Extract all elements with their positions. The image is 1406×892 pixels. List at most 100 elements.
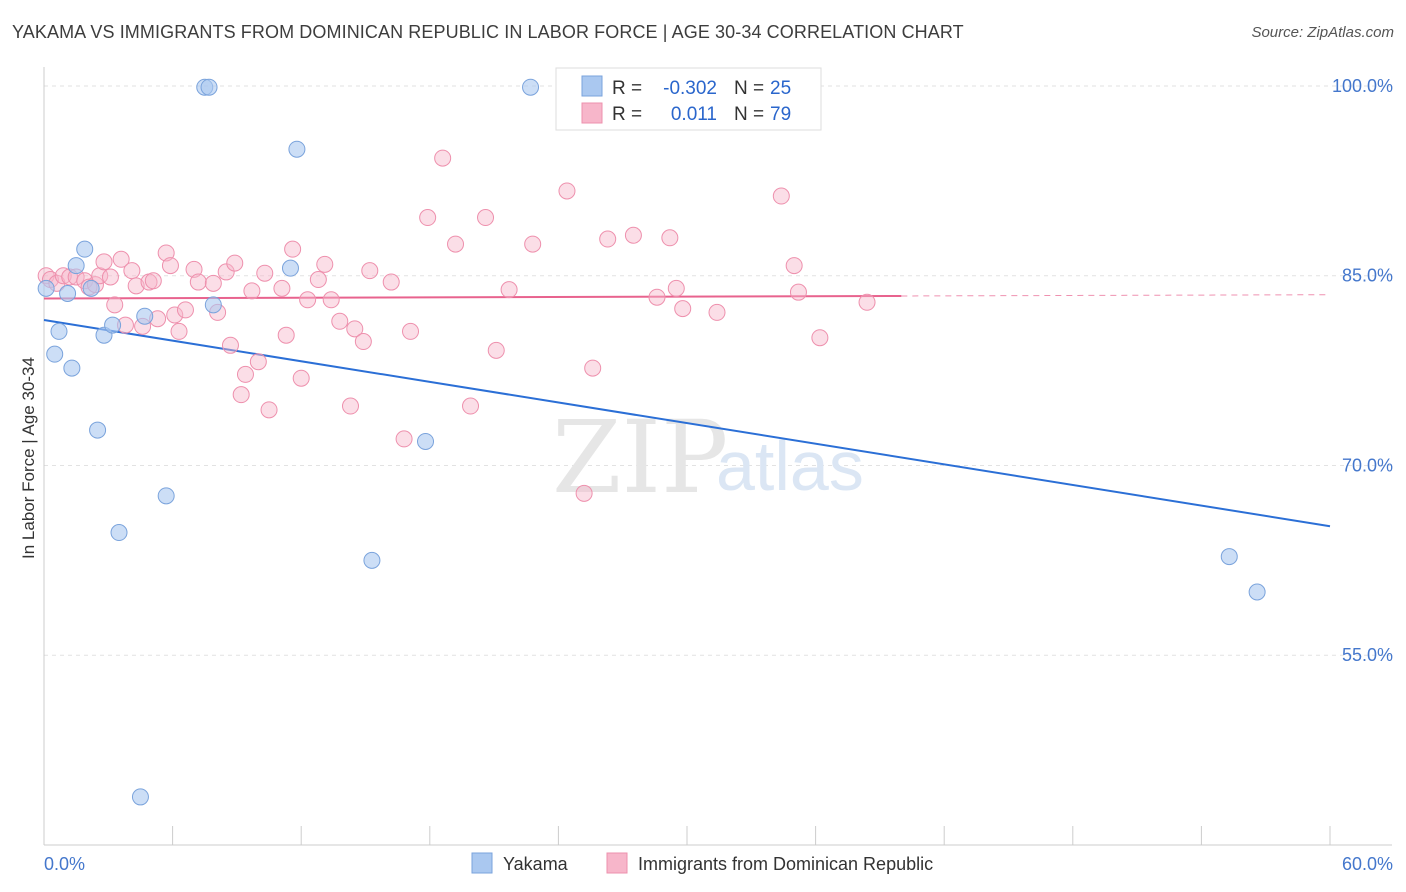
point-dominican [157,244,175,262]
point-yakama [136,307,154,325]
point-dominican [599,230,617,248]
point-dominican [462,397,480,415]
point-dominican [524,235,542,253]
point-dominican [249,353,267,371]
point-dominican [217,263,235,281]
point-yakama [1248,583,1266,601]
trend-line-dominican-extension [901,294,1331,297]
y-axis-label: In Labor Force | Age 30-34 [19,357,38,559]
point-dominican [354,333,372,351]
point-dominican [284,240,302,258]
point-dominican [189,273,207,291]
point-dominican [667,279,685,297]
point-yakama [204,296,222,314]
point-yakama [288,140,306,158]
point-dominican [661,229,679,247]
point-dominican [648,288,666,306]
point-dominican [419,209,437,227]
stats-swatch-yakama [581,75,603,97]
point-dominican [858,293,876,311]
point-yakama [363,551,381,569]
point-dominican [316,255,334,273]
stats-r-label-yakama: R = [612,78,642,99]
point-dominican [382,273,400,291]
point-dominican [221,336,239,354]
point-dominican [772,187,790,205]
point-dominican [185,260,203,278]
point-yakama [63,359,81,377]
point-dominican [144,272,162,290]
point-dominican [447,235,465,253]
series-dominican-points [37,149,876,502]
point-dominican [226,254,244,272]
point-dominican [331,312,349,330]
point-dominican [204,274,222,292]
point-yakama [67,257,85,275]
point-dominican [487,341,505,359]
point-yakama [46,345,64,363]
legend: Yakama Immigrants from Dominican Republi… [471,852,933,874]
y-tick-label: 55.0% [1342,645,1393,665]
point-dominican [299,291,317,309]
point-dominican [584,359,602,377]
point-yakama [200,78,218,96]
stats-n-value-dominican: 79 [770,104,791,125]
point-dominican [101,268,119,286]
point-yakama [89,421,107,439]
point-dominican [434,149,452,167]
chart-source: Source: ZipAtlas.com [1251,24,1394,41]
point-yakama [104,316,122,334]
legend-label-yakama: Yakama [503,854,569,874]
point-dominican [674,300,692,318]
stats-r-label-dominican: R = [612,104,642,125]
point-dominican [575,484,593,502]
point-dominican [123,262,141,280]
x-axis-ticks [43,826,1331,845]
point-dominican [624,226,642,244]
point-yakama [37,279,55,297]
point-yakama [76,240,94,258]
point-dominican [273,279,291,297]
point-dominican [292,369,310,387]
stats-r-value-dominican: 0.011 [671,104,717,125]
watermark: ZIP atlas [552,399,864,516]
axes [43,67,1392,846]
point-dominican [322,291,340,309]
point-yakama [82,279,100,297]
stats-n-value-yakama: 25 [770,78,791,99]
point-dominican [176,301,194,319]
point-dominican [54,267,72,285]
point-dominican [500,281,518,299]
point-dominican [236,365,254,383]
point-dominican [106,296,124,314]
point-yakama [1220,548,1238,566]
point-dominican [256,264,274,282]
point-dominican [341,397,359,415]
point-dominican [170,322,188,340]
stats-box: R = -0.302 N = 25 R = 0.011 N = 79 [555,67,822,131]
point-dominican [789,283,807,301]
point-yakama [522,78,540,96]
point-dominican [708,303,726,321]
point-yakama [131,788,149,806]
point-dominican [127,277,145,295]
point-dominican [95,253,113,271]
point-dominican [785,257,803,275]
point-dominican [91,267,109,285]
series-yakama-points [37,78,1266,806]
point-dominican [232,386,250,404]
point-dominican [361,262,379,280]
point-dominican [477,209,495,227]
point-yakama [110,524,128,542]
x-tick-label-max: 60.0% [1342,854,1393,874]
point-dominican [260,401,278,419]
watermark-zip: ZIP [552,399,728,516]
point-yakama [59,284,77,302]
point-dominican [161,257,179,275]
point-yakama [50,322,68,340]
legend-swatch-dominican [606,852,628,874]
y-tick-label: 70.0% [1342,455,1393,475]
x-axis-tick-labels: 0.0% 60.0% [44,854,1393,874]
x-tick-label-min: 0.0% [44,854,85,874]
